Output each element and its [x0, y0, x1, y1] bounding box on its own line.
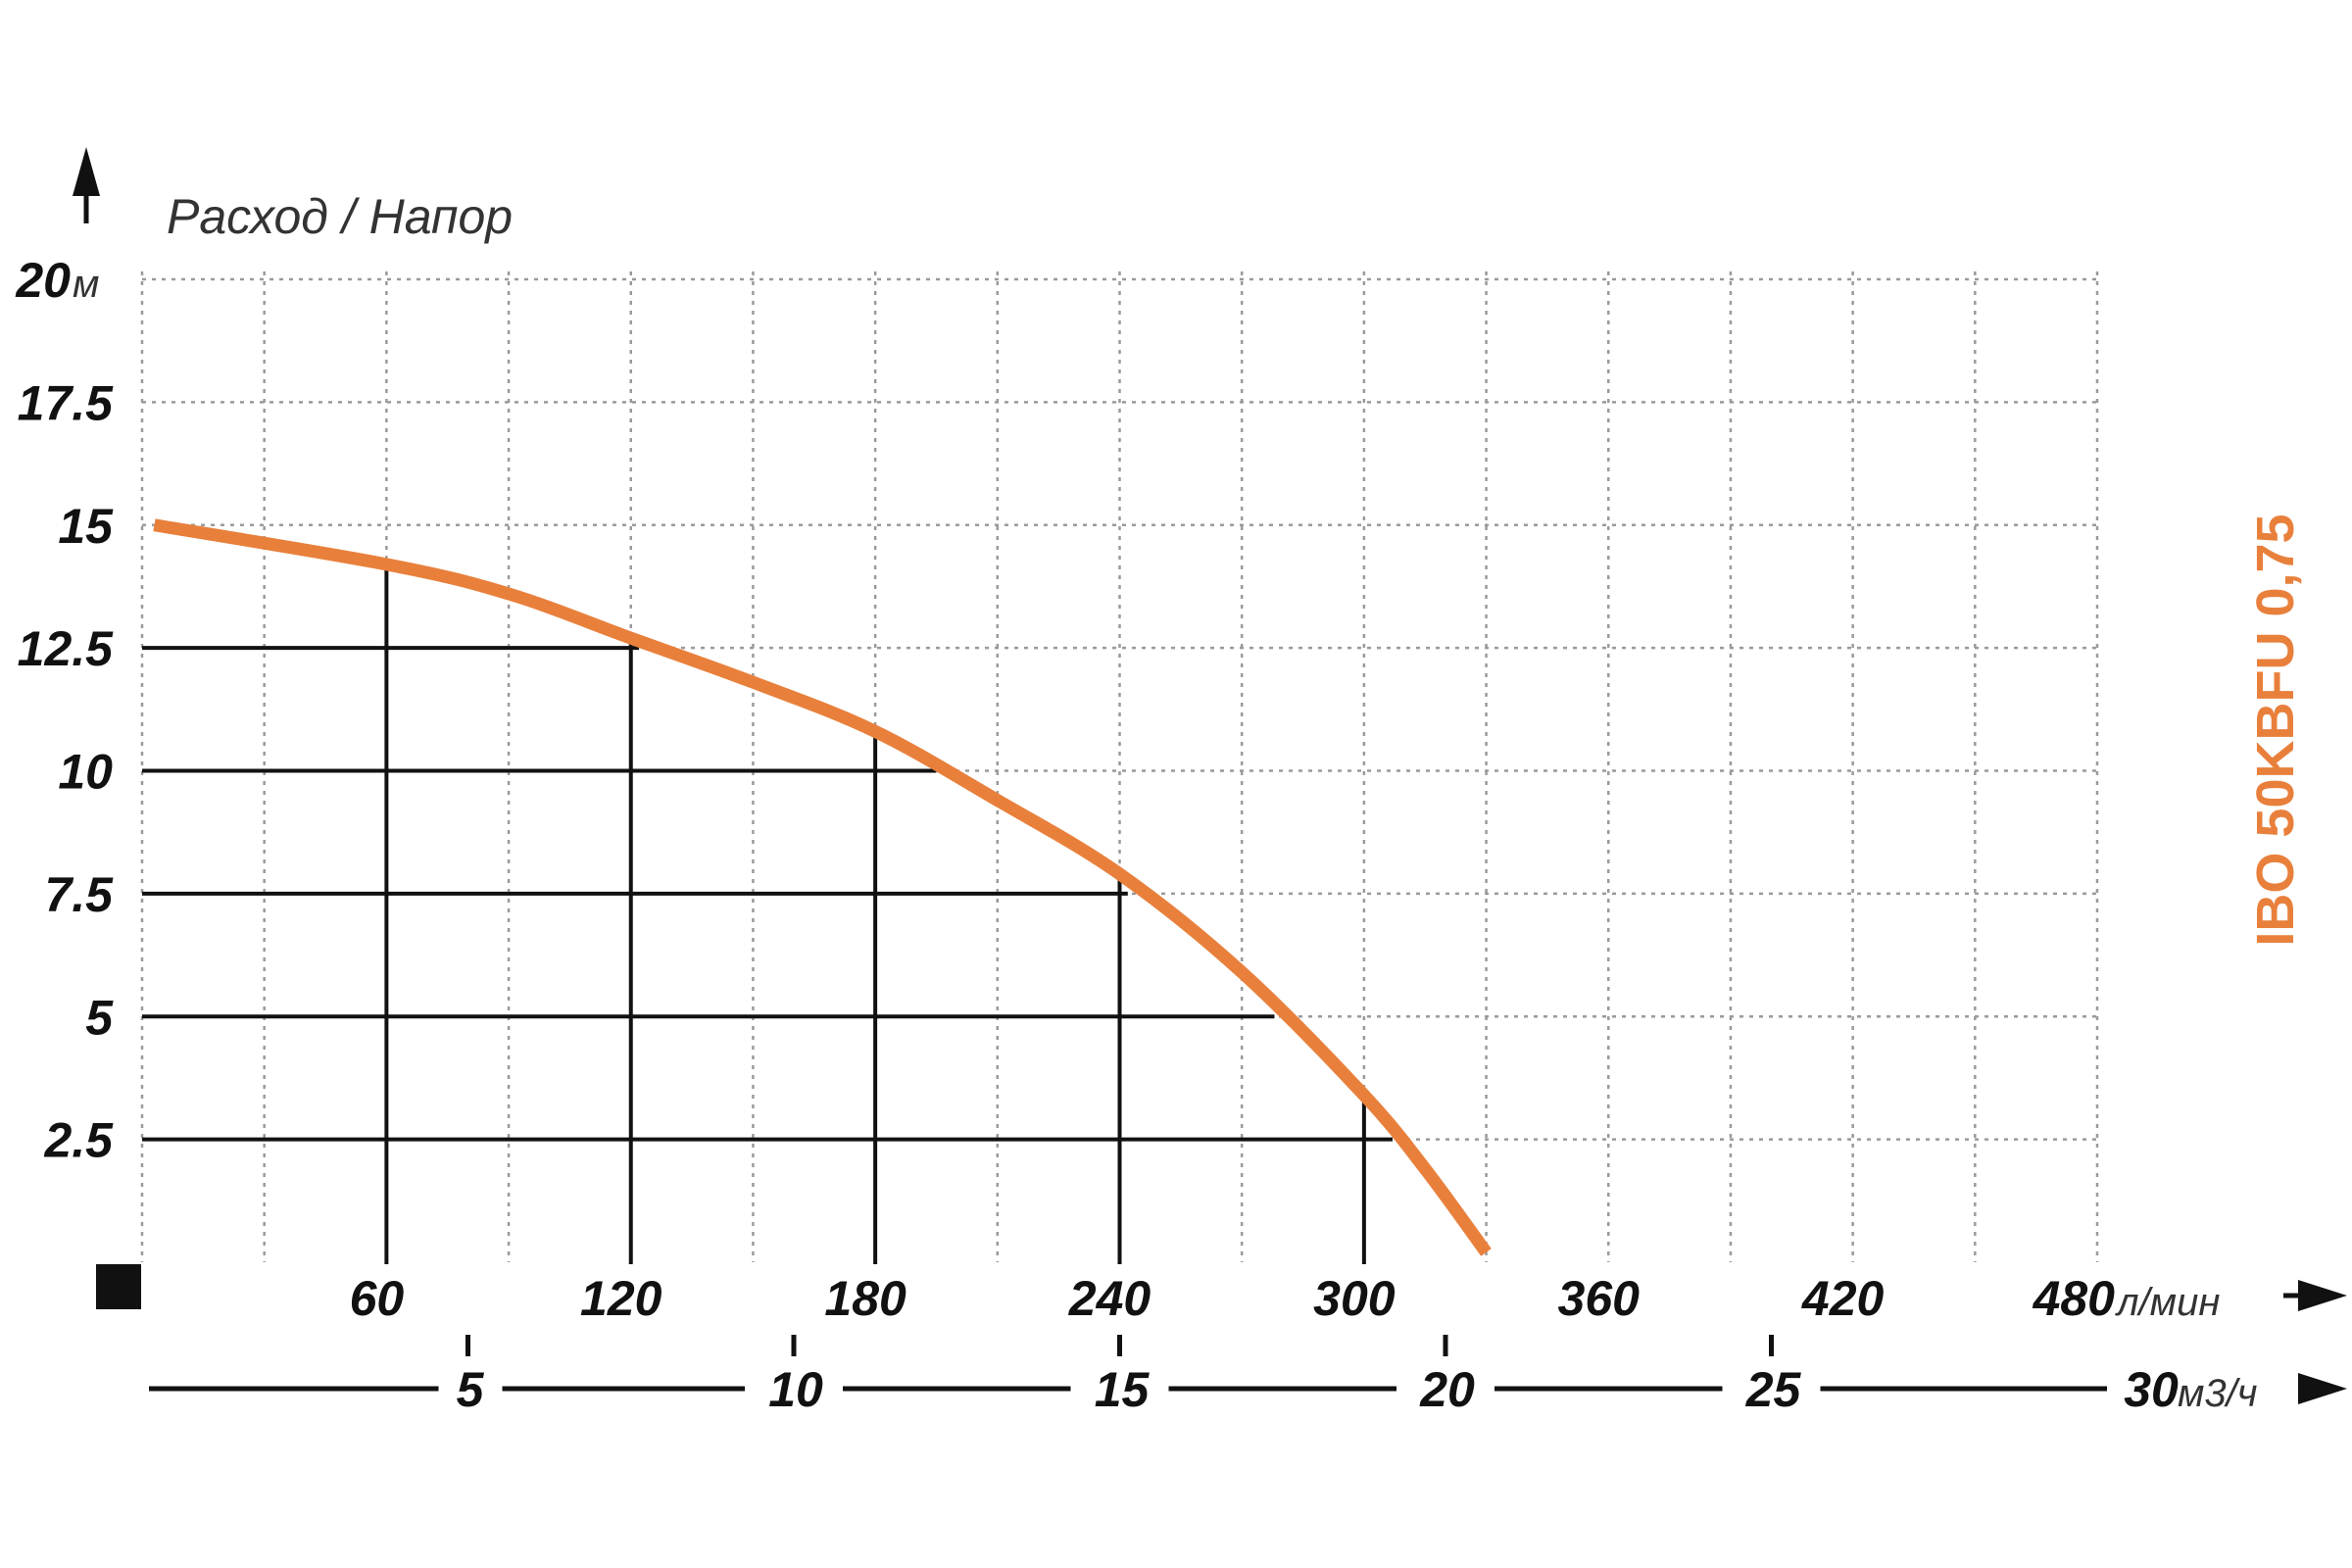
x2-tick-label: 25 — [1745, 1362, 1802, 1417]
x-tick-label: 120 — [580, 1271, 662, 1326]
y-tick-label: 5 — [85, 990, 114, 1045]
chart-title: Расход / Напор — [167, 189, 513, 244]
x2-tick-label: 20 — [1419, 1362, 1475, 1417]
axes — [73, 147, 2347, 1404]
x2-tick-label: 30 — [2124, 1362, 2179, 1417]
secondary-axis-arrow-head-icon — [2298, 1373, 2347, 1404]
y-tick-label: 7.5 — [44, 867, 114, 922]
series-layer — [153, 518, 1492, 1256]
y-tick-label: 10 — [58, 745, 113, 800]
y-tick-label: 12.5 — [18, 621, 115, 676]
x2-tick-label: 10 — [768, 1362, 823, 1417]
x-axis-unit: л/мин — [2115, 1281, 2220, 1324]
y-tick-label: 20 — [15, 253, 71, 308]
y-tick-label: 15 — [58, 499, 114, 554]
x-tick-label: 240 — [1068, 1271, 1152, 1326]
y-axis-arrow-head-icon — [73, 147, 100, 196]
x-tick-label: 420 — [1801, 1271, 1885, 1326]
x-tick-label: 60 — [350, 1271, 405, 1326]
y-tick-label: 2.5 — [43, 1113, 114, 1168]
y-tick-label: 17.5 — [18, 375, 115, 430]
model-label: IBO 50KBFU 0,75 — [2246, 514, 2305, 946]
origin-square-icon — [96, 1264, 141, 1309]
x-tick-label: 300 — [1313, 1271, 1396, 1326]
x-tick-label: 360 — [1558, 1271, 1641, 1326]
x2-axis-unit: м3/ч — [2178, 1372, 2257, 1415]
head-flow-curve — [153, 518, 1492, 1256]
x2-tick-label: 15 — [1095, 1362, 1151, 1417]
x-axis-arrow-head-icon — [2298, 1280, 2347, 1311]
reference-lines — [142, 564, 1393, 1264]
x-tick-label: 180 — [824, 1271, 906, 1326]
x-tick-label: 480 — [2033, 1271, 2116, 1326]
x2-tick-label: 5 — [457, 1362, 485, 1417]
y-axis-unit: м — [73, 263, 99, 306]
